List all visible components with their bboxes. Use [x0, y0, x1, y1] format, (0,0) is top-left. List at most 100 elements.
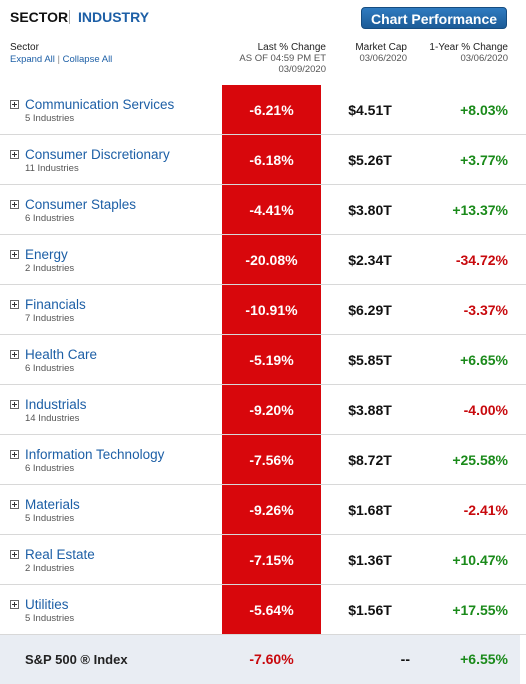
sector-name-link[interactable]: Communication Services [25, 97, 175, 112]
industry-count: 7 Industries [25, 313, 75, 324]
expand-plus-icon[interactable] [10, 100, 19, 109]
tab-bar: SECTOR INDUSTRY Chart Performance [0, 0, 526, 36]
market-cap-date: 03/06/2020 [359, 53, 407, 64]
expand-plus-icon[interactable] [10, 400, 19, 409]
market-cap-value: $4.51T [348, 102, 392, 118]
last-change-label: Last % Change [257, 42, 326, 53]
one-year-change-value: -2.41% [463, 502, 508, 518]
market-cap-value: $3.88T [348, 402, 392, 418]
market-cap-value: $5.26T [348, 152, 392, 168]
one-year-change-value: -4.00% [463, 402, 508, 418]
sector-name-link[interactable]: Financials [25, 297, 86, 312]
table-row: Information Technology 6 Industries -7.5… [0, 435, 526, 485]
sector-name-link[interactable]: Consumer Discretionary [25, 147, 170, 162]
market-cap-value: $6.29T [348, 302, 392, 318]
market-cap-value: $5.85T [348, 352, 392, 368]
one-year-label: 1-Year % Change [429, 42, 508, 53]
market-cap-value: $2.34T [348, 252, 392, 268]
industry-count: 6 Industries [25, 213, 75, 224]
last-change-date: 03/09/2020 [278, 64, 326, 75]
collapse-all-link[interactable]: Collapse All [62, 54, 113, 65]
table-row: Industrials 14 Industries -9.20% $3.88T … [0, 385, 526, 435]
table-row: Consumer Staples 6 Industries -4.41% $3.… [0, 185, 526, 235]
table-row: Financials 7 Industries -10.91% $6.29T -… [0, 285, 526, 335]
one-year-change-value: -3.37% [463, 302, 508, 318]
last-change-value: -7.56% [222, 435, 321, 484]
last-change-value: -20.08% [222, 235, 321, 284]
tab-sector[interactable]: SECTOR [10, 9, 69, 25]
expand-collapse-links: Expand All | Collapse All [10, 54, 112, 65]
expand-plus-icon[interactable] [10, 500, 19, 509]
industry-count: 14 Industries [25, 413, 80, 424]
column-header-last-change: Last % Change AS OF 04:59 PM ET 03/09/20… [222, 42, 326, 75]
table-row: Energy 2 Industries -20.08% $2.34T -34.7… [0, 235, 526, 285]
table-row: Health Care 6 Industries -5.19% $5.85T +… [0, 335, 526, 385]
industry-count: 2 Industries [25, 563, 75, 574]
one-year-change-value: +6.65% [460, 352, 508, 368]
industry-count: 5 Industries [25, 613, 75, 624]
link-separator: | [57, 54, 61, 65]
one-year-change-value: +13.37% [452, 202, 508, 218]
table-row: Utilities 5 Industries -5.64% $1.56T +17… [0, 585, 526, 635]
index-name: S&P 500 ® Index [25, 652, 128, 667]
table-row: Communication Services 5 Industries -6.2… [0, 85, 526, 135]
one-year-change-value: +25.58% [452, 452, 508, 468]
sector-name-link[interactable]: Materials [25, 497, 80, 512]
one-year-date: 03/06/2020 [460, 53, 508, 64]
market-cap-value: $1.56T [348, 602, 392, 618]
last-change-value: -5.19% [222, 335, 321, 384]
index-last-change: -7.60% [249, 651, 294, 667]
market-cap-value: $1.68T [348, 502, 392, 518]
sector-name-link[interactable]: Information Technology [25, 447, 165, 462]
one-year-change-value: +17.55% [452, 602, 508, 618]
expand-plus-icon[interactable] [10, 600, 19, 609]
sector-name-link[interactable]: Utilities [25, 597, 69, 612]
one-year-change-value: -34.72% [455, 252, 508, 268]
industry-count: 6 Industries [25, 463, 75, 474]
index-market-cap: -- [400, 651, 410, 667]
market-cap-value: $8.72T [348, 452, 392, 468]
table-row: Consumer Discretionary 11 Industries -6.… [0, 135, 526, 185]
market-cap-label: Market Cap [355, 42, 407, 53]
industry-count: 6 Industries [25, 363, 75, 374]
column-header-one-year: 1-Year % Change 03/06/2020 [414, 42, 508, 64]
sector-name-link[interactable]: Energy [25, 247, 68, 262]
table-row: Real Estate 2 Industries -7.15% $1.36T +… [0, 535, 526, 585]
table-row: Materials 5 Industries -9.26% $1.68T -2.… [0, 485, 526, 535]
one-year-change-value: +3.77% [460, 152, 508, 168]
sector-name-link[interactable]: Industrials [25, 397, 87, 412]
industry-count: 11 Industries [25, 163, 79, 174]
last-change-value: -10.91% [222, 285, 321, 334]
expand-all-link[interactable]: Expand All [10, 54, 55, 65]
last-change-value: -4.41% [222, 185, 321, 234]
column-header-market-cap: Market Cap 03/06/2020 [332, 42, 407, 64]
last-change-value: -9.20% [222, 385, 321, 434]
sector-name-link[interactable]: Health Care [25, 347, 98, 362]
expand-plus-icon[interactable] [10, 350, 19, 359]
index-one-year-change: +6.55% [460, 651, 508, 667]
index-summary-row: S&P 500 ® Index -7.60% -- +6.55% [0, 635, 520, 684]
sector-name-link[interactable]: Consumer Staples [25, 197, 137, 212]
expand-plus-icon[interactable] [10, 450, 19, 459]
last-change-value: -7.15% [222, 535, 321, 584]
industry-count: 5 Industries [25, 513, 75, 524]
industry-count: 5 Industries [25, 113, 75, 124]
tab-industry[interactable]: INDUSTRY [78, 9, 150, 25]
sector-name-link[interactable]: Real Estate [25, 547, 95, 562]
market-cap-value: $3.80T [348, 202, 392, 218]
sector-table: Communication Services 5 Industries -6.2… [0, 85, 526, 635]
chart-performance-button[interactable]: Chart Performance [361, 7, 507, 29]
last-change-value: -5.64% [222, 585, 321, 634]
last-change-value: -9.26% [222, 485, 321, 534]
expand-plus-icon[interactable] [10, 550, 19, 559]
expand-plus-icon[interactable] [10, 300, 19, 309]
expand-plus-icon[interactable] [10, 200, 19, 209]
last-change-asof: AS OF 04:59 PM ET [239, 53, 326, 64]
market-cap-value: $1.36T [348, 552, 392, 568]
last-change-value: -6.18% [222, 135, 321, 184]
expand-plus-icon[interactable] [10, 150, 19, 159]
expand-plus-icon[interactable] [10, 250, 19, 259]
one-year-change-value: +8.03% [460, 102, 508, 118]
one-year-change-value: +10.47% [452, 552, 508, 568]
industry-count: 2 Industries [25, 263, 75, 274]
